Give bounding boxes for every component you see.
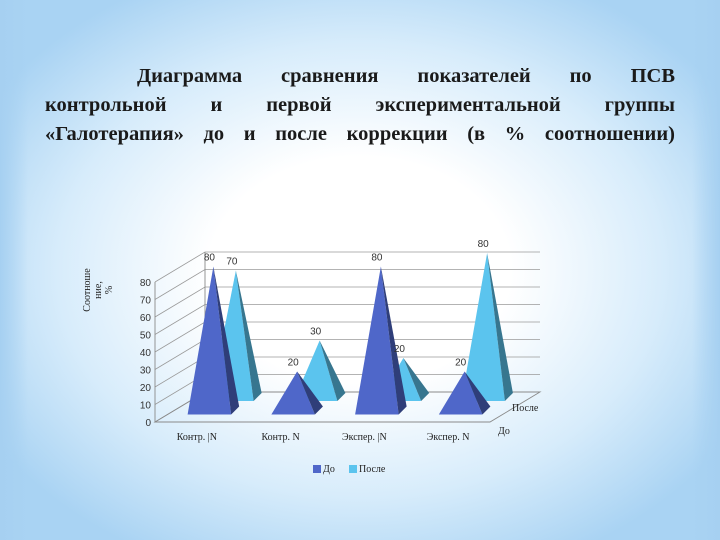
y-axis-title: Соотношение,% <box>82 268 115 312</box>
legend-swatch <box>349 465 357 473</box>
y-tick-label: 30 <box>140 366 152 377</box>
data-label: 70 <box>226 257 238 268</box>
pyramid-side-face <box>319 340 346 401</box>
pyramid-front-face <box>461 253 505 401</box>
x-tick-label: Контр. |N <box>177 432 217 443</box>
y-tick-label: 40 <box>140 348 152 359</box>
y-axis-title-part: % <box>104 286 115 294</box>
data-label: 80 <box>478 239 490 250</box>
pyramid-bar <box>461 253 513 401</box>
y-tick-label: 10 <box>140 401 152 412</box>
y-tick-label: 50 <box>140 331 152 342</box>
y-axis-title-part: Соотноше <box>82 268 93 312</box>
pyramid-side-face <box>464 371 491 415</box>
data-label: 80 <box>204 253 216 264</box>
x-tick-label: Контр. N <box>262 432 300 443</box>
legend-label: После <box>359 464 386 475</box>
pyramid-bar <box>355 266 407 415</box>
data-label: 20 <box>455 358 467 369</box>
title-line-3: «Галотерапия» до и после коррекции (в % … <box>45 123 675 145</box>
title-line-2: контрольной и первой экспериментальной г… <box>45 94 675 116</box>
pyramid-side-face <box>297 371 323 415</box>
data-label: 80 <box>371 253 383 264</box>
legend-label: До <box>323 464 335 475</box>
x-tick-label: Экспер. |N <box>342 432 387 443</box>
floor <box>153 391 542 423</box>
pyramid-side-face <box>403 358 430 401</box>
y-axis-title-part: ние, <box>93 281 104 299</box>
x-tick-label: Экспер. N <box>427 432 470 443</box>
pyramid-bar <box>271 371 323 415</box>
axis-layer: 0 10 20 30 40 50 60 70 80 <box>140 278 152 429</box>
pyramid-side-face <box>213 266 240 415</box>
pyramid-side-face <box>235 270 262 401</box>
data-label: 20 <box>394 344 406 355</box>
depth-label: После <box>512 403 539 414</box>
left-edge-decoration <box>0 0 28 540</box>
data-label: 20 <box>288 358 300 369</box>
pyramid-side-face <box>487 253 513 401</box>
pyramid-front-face <box>271 371 315 415</box>
label-layer: Соотношение,% Контр. |N Контр. N Экспер. |N… <box>82 239 539 475</box>
legend-swatch <box>313 465 321 473</box>
pyramid-front-face <box>438 371 483 415</box>
pyramid-front-face <box>355 266 399 415</box>
y-tick-label: 0 <box>145 418 151 429</box>
title-line-1: Диаграмма сравнения показателей по ПСВ <box>137 65 675 87</box>
data-label: 30 <box>310 327 322 338</box>
pyramid-front-face <box>187 266 232 415</box>
pyramid-bar <box>187 266 240 415</box>
marks-layer <box>187 253 513 415</box>
pyramid-bar <box>438 371 491 415</box>
y-tick-label: 60 <box>140 313 152 324</box>
depth-label: До <box>498 426 510 437</box>
slide-title: Диаграмма сравнения показателей по ПСВ к… <box>45 62 675 149</box>
y-tick-label: 70 <box>140 296 152 307</box>
y-tick-label: 80 <box>140 278 152 289</box>
y-tick-label: 20 <box>140 383 152 394</box>
pyramid-side-face <box>380 266 407 415</box>
